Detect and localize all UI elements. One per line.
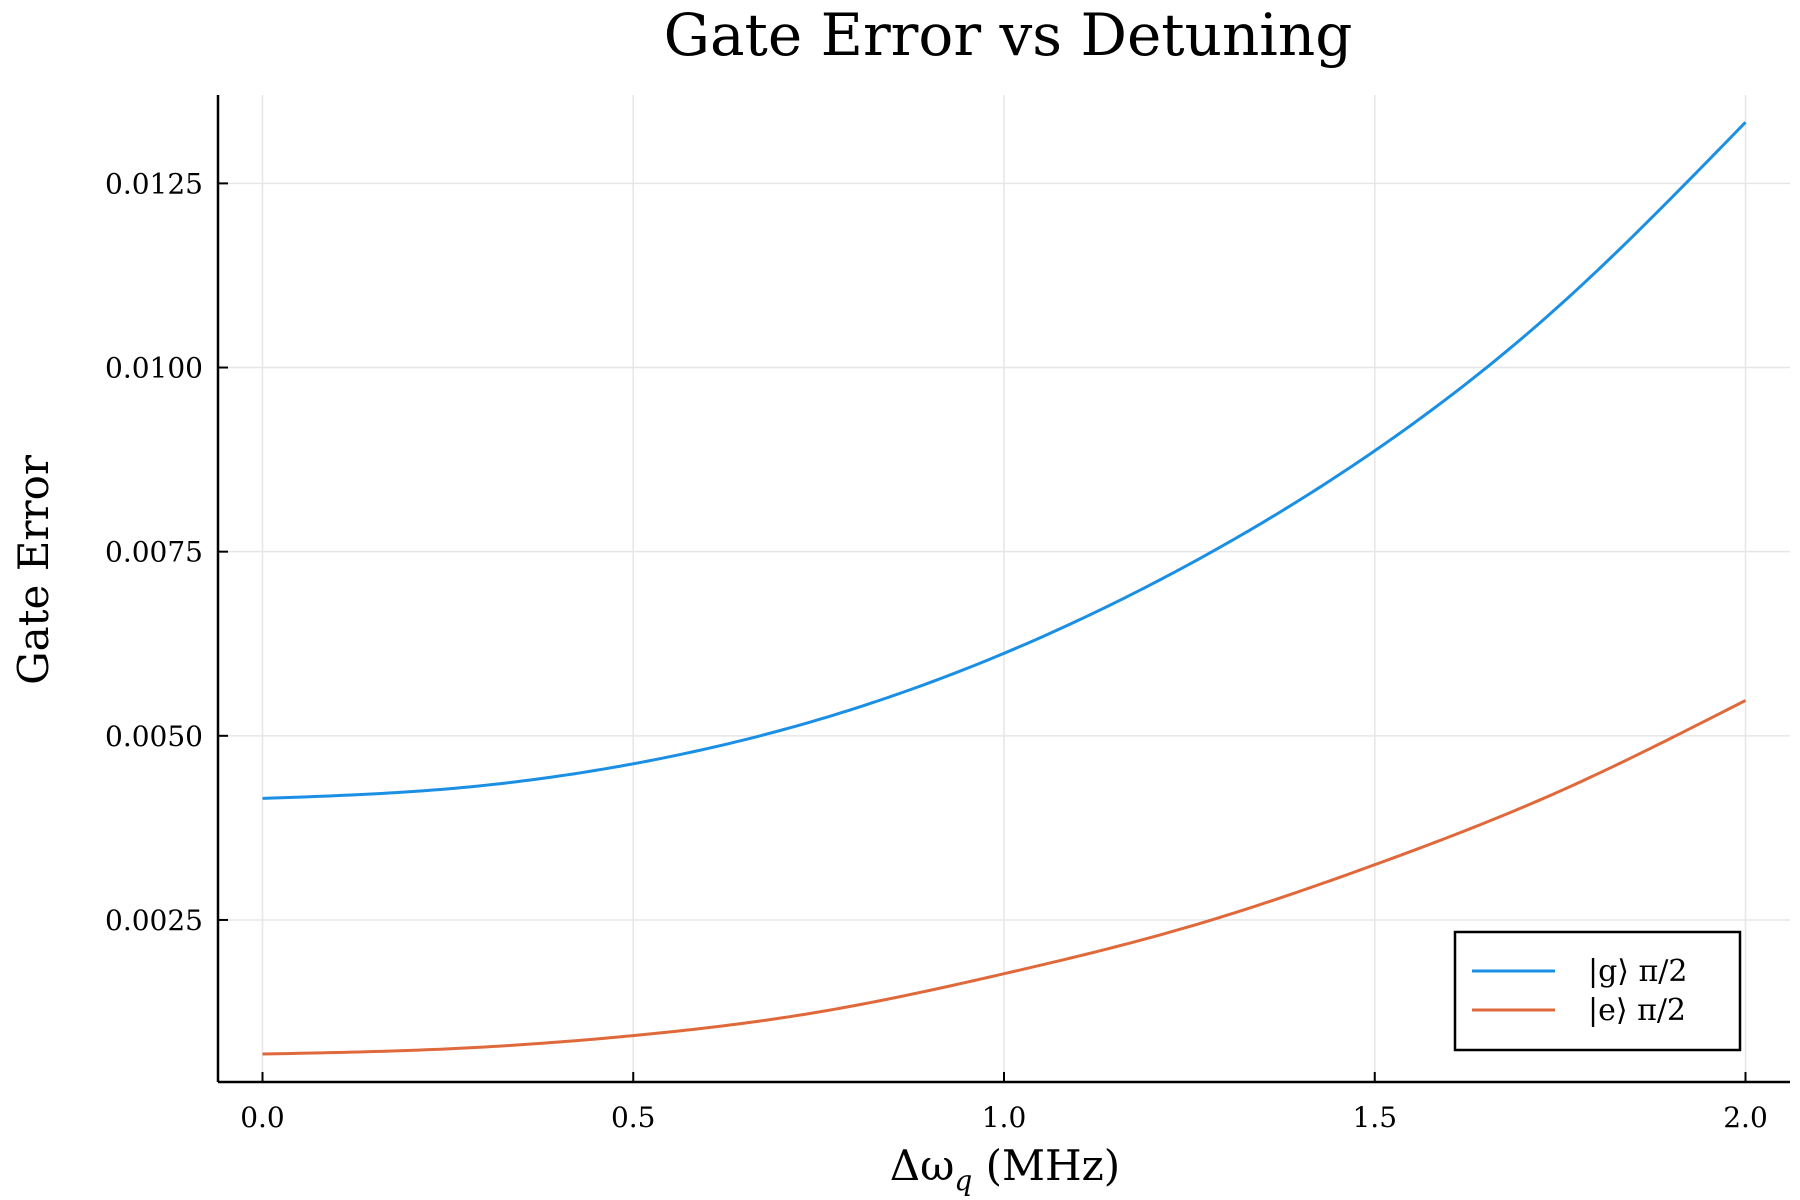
- x-tick-label: 0.0: [240, 1101, 285, 1134]
- ticks: 0.0 0.5 1.0 1.5 2.0 0.0025 0.0050 0.0075 0.0100 0…: [105, 167, 1768, 1134]
- legend-box: [1453, 930, 1742, 1052]
- y-axis-label: Gate Error: [9, 454, 58, 685]
- grid: [218, 95, 1790, 1082]
- legend-label: |e⟩ π/2: [1588, 993, 1686, 1028]
- y-tick-label: 0.0025: [105, 904, 203, 937]
- y-tick-label: 0.0050: [105, 720, 203, 753]
- y-tick-label: 0.0075: [105, 536, 203, 569]
- series-lines: [262, 121, 1747, 1056]
- x-tick-label: 0.5: [611, 1101, 656, 1134]
- x-tick-label: 1.5: [1352, 1101, 1397, 1134]
- x-tick-label: 1.0: [982, 1101, 1027, 1134]
- x-axis-label: Δωq (MHz): [890, 1141, 1120, 1197]
- y-tick-label: 0.0125: [105, 167, 203, 200]
- legend-label: |g⟩ π/2: [1588, 954, 1687, 989]
- series-line: [262, 699, 1747, 1056]
- series-line: [262, 121, 1747, 800]
- legend: |g⟩ π/2 |e⟩ π/2: [1453, 930, 1742, 1052]
- chart-title: Gate Error vs Detuning: [664, 1, 1353, 69]
- y-tick-label: 0.0100: [105, 352, 203, 385]
- x-tick-label: 2.0: [1723, 1101, 1768, 1134]
